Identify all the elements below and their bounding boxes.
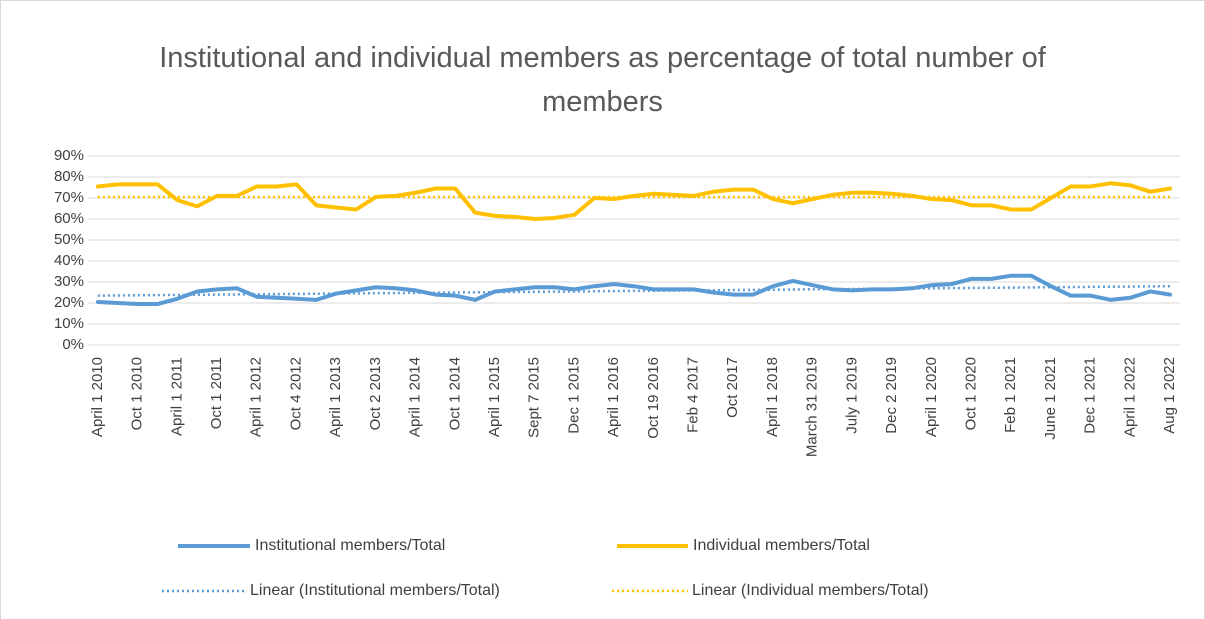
x-tick-label: Dec 2 2019 bbox=[883, 357, 900, 434]
x-tick-label: Feb 4 2017 bbox=[685, 357, 702, 433]
x-tick-label: Aug 1 2022 bbox=[1161, 357, 1178, 434]
y-tick-label: 40% bbox=[54, 252, 84, 269]
y-tick-label: 0% bbox=[62, 336, 84, 353]
x-tick-label: Dec 1 2021 bbox=[1082, 357, 1099, 434]
x-tick-label: April 1 2012 bbox=[248, 357, 265, 437]
x-tick-label: March 31 2019 bbox=[804, 357, 821, 457]
x-tick-label: Oct 19 2016 bbox=[645, 357, 662, 439]
y-tick-label: 10% bbox=[54, 315, 84, 332]
legend-label: Linear (Individual members/Total) bbox=[692, 582, 929, 599]
x-tick-label: Oct 4 2012 bbox=[287, 357, 304, 430]
y-tick-label: 70% bbox=[54, 189, 84, 206]
x-tick-label: June 1 2021 bbox=[1042, 357, 1059, 440]
x-tick-label: April 1 2014 bbox=[407, 357, 424, 437]
y-tick-label: 20% bbox=[54, 294, 84, 311]
x-tick-label: July 1 2019 bbox=[843, 357, 860, 434]
x-tick-label: Oct 1 2010 bbox=[129, 357, 146, 430]
x-tick-label: April 1 2013 bbox=[327, 357, 344, 437]
x-tick-label: April 1 2011 bbox=[168, 357, 185, 436]
series-line bbox=[95, 181, 1173, 221]
x-tick-label: April 1 2018 bbox=[764, 357, 781, 437]
x-tick-label: Oct 2017 bbox=[724, 357, 741, 418]
y-tick-label: 90% bbox=[54, 147, 84, 164]
x-tick-label: Oct 1 2014 bbox=[446, 357, 463, 430]
x-tick-label: Oct 1 2020 bbox=[962, 357, 979, 430]
y-tick-label: 60% bbox=[54, 210, 84, 227]
x-tick-label: April 1 2020 bbox=[923, 357, 940, 437]
x-tick-label: Dec 1 2015 bbox=[565, 357, 582, 434]
trendline bbox=[97, 284, 1171, 297]
x-tick-label: Oct 2 2013 bbox=[367, 357, 384, 430]
x-tick-label: April 1 2022 bbox=[1121, 357, 1138, 437]
x-tick-label: April 1 2016 bbox=[605, 357, 622, 437]
chart-title: Institutional and individual members as … bbox=[159, 42, 1046, 118]
legend-label: Individual members/Total bbox=[693, 537, 870, 554]
x-tick-label: Oct 1 2011 bbox=[208, 357, 225, 429]
x-tick-label: Feb 1 2021 bbox=[1002, 357, 1019, 433]
y-tick-label: 80% bbox=[54, 168, 84, 185]
y-tick-label: 30% bbox=[54, 273, 84, 290]
x-tick-label: April 1 2015 bbox=[486, 357, 503, 437]
x-tick-label: April 1 2010 bbox=[89, 357, 106, 437]
legend-label: Institutional members/Total bbox=[255, 537, 445, 554]
series-line bbox=[95, 273, 1173, 307]
x-tick-label: Sept 7 2015 bbox=[526, 357, 543, 438]
legend-label: Linear (Institutional members/Total) bbox=[250, 582, 500, 599]
y-tick-label: 50% bbox=[54, 231, 84, 248]
